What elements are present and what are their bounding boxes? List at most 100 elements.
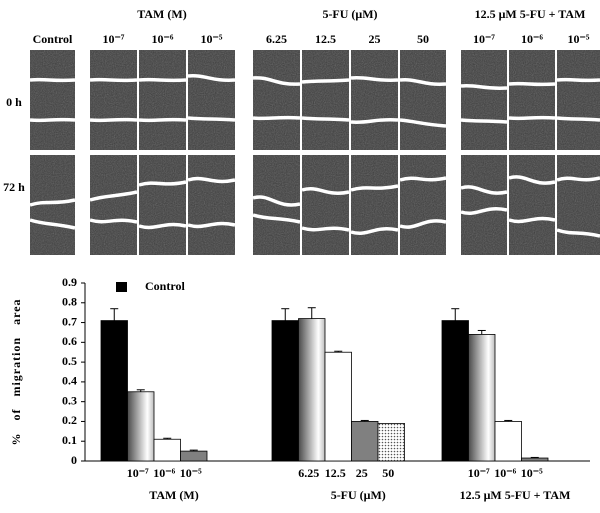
column-label: 10⁻⁷ [473, 32, 495, 46]
wound-edge [89, 117, 138, 123]
x-tick-label: 10⁻⁵ [180, 466, 202, 480]
wound-edge [252, 213, 301, 224]
x-tick-label: 10⁻⁶ [494, 466, 516, 480]
y-tick-label: 0.5 [62, 354, 77, 368]
x-tick-label: 10⁻⁷ [127, 466, 149, 480]
column-label: 10⁻⁵ [568, 32, 590, 46]
y-tick-label: 0.2 [62, 413, 77, 427]
wound-edge [460, 118, 508, 124]
x-tick-label: 12.5 [325, 466, 346, 480]
micrograph-texture [461, 50, 507, 150]
y-tick-label: 0.6 [62, 334, 77, 348]
wound-edge [187, 176, 236, 184]
y-tick-label: 0.7 [62, 314, 77, 328]
wound-edge [556, 116, 600, 122]
bar [324, 351, 352, 462]
x-tick-label: 50 [382, 466, 394, 480]
group-label: 12.5 μM 5-FU + TAM [460, 488, 571, 502]
bar [153, 438, 181, 462]
bar [468, 334, 496, 462]
micrograph-texture [509, 50, 555, 150]
wound-edge [556, 176, 600, 182]
wound-edge [138, 180, 187, 187]
micrograph-texture [351, 50, 398, 150]
wound-edge [138, 222, 187, 230]
micrograph-texture [400, 155, 446, 255]
micrograph-texture [30, 50, 75, 150]
group-title: 5-FU (μM) [322, 7, 377, 21]
wound-edge [252, 115, 301, 121]
column-label: 10⁻⁶ [521, 32, 543, 46]
x-tick-label: 10⁻⁶ [153, 466, 175, 480]
micrograph-texture [188, 155, 235, 255]
wound-edge [460, 185, 508, 195]
wound-edge [399, 118, 447, 128]
group-title: TAM (M) [137, 7, 186, 21]
wound-edge [301, 116, 350, 122]
wound-edge [138, 117, 187, 123]
wound-edge [301, 187, 350, 195]
wound-edge [508, 115, 556, 121]
wound-edge [252, 195, 301, 207]
wound-edge [138, 77, 187, 83]
column-label: 25 [369, 32, 381, 46]
column-label: 10⁻⁶ [152, 32, 174, 46]
wound-edge [399, 219, 447, 229]
row-label: 0 h [6, 95, 22, 109]
wound-edge [252, 76, 301, 86]
wound-edge [89, 218, 138, 224]
row-label: 72 h [3, 180, 25, 194]
micrograph-texture [302, 50, 349, 150]
wound-edge [29, 198, 76, 207]
bar [351, 421, 379, 462]
wound-edge [508, 216, 556, 224]
bar [494, 421, 522, 462]
bar [298, 318, 326, 462]
wound-edge [29, 117, 76, 123]
micrograph-texture [351, 155, 398, 255]
legend-swatch [116, 282, 127, 292]
bar [377, 423, 405, 462]
wound-edge [187, 74, 236, 82]
wound-edge [556, 228, 600, 238]
micrograph-texture [557, 50, 600, 150]
column-label: 12.5 [315, 32, 336, 46]
y-tick-label: 0.4 [62, 374, 77, 388]
micrograph-texture [461, 155, 507, 255]
bar [521, 457, 549, 462]
micrograph-texture [302, 155, 349, 255]
group-title: 12.5 μM 5-FU + TAM [475, 7, 586, 21]
bar [127, 391, 155, 462]
micrograph-texture [253, 50, 300, 150]
micrograph-texture [139, 50, 186, 150]
column-label: 10⁻⁵ [201, 32, 223, 46]
micrograph-texture [557, 155, 600, 255]
wound-edge [460, 83, 508, 91]
group-label: TAM (M) [149, 488, 198, 502]
y-tick-label: 0.3 [62, 393, 77, 407]
group-label: 5-FU (μM) [331, 488, 386, 502]
column-label: 10⁻⁷ [103, 32, 125, 46]
wound-edge [29, 77, 76, 83]
wound-edge [187, 116, 236, 122]
wound-edge [556, 77, 600, 83]
wound-edge [350, 227, 399, 235]
micrograph-texture [139, 155, 186, 255]
bar [441, 320, 469, 462]
x-tick-label: 25 [356, 466, 368, 480]
micrograph-texture [90, 50, 137, 150]
y-tick-label: 0.8 [62, 295, 77, 309]
wound-edge [89, 190, 138, 202]
wound-edge [29, 218, 76, 230]
column-label: Control [33, 32, 73, 46]
legend-label: Control [145, 279, 185, 293]
wound-edge [508, 81, 556, 87]
wound-edge [89, 77, 138, 83]
micrograph-texture [400, 50, 446, 150]
y-axis-label: % of migration area [9, 298, 23, 445]
y-tick-label: 0.9 [62, 275, 77, 289]
wound-edge [399, 78, 447, 86]
column-label: 6.25 [266, 32, 287, 46]
bar [271, 320, 299, 462]
